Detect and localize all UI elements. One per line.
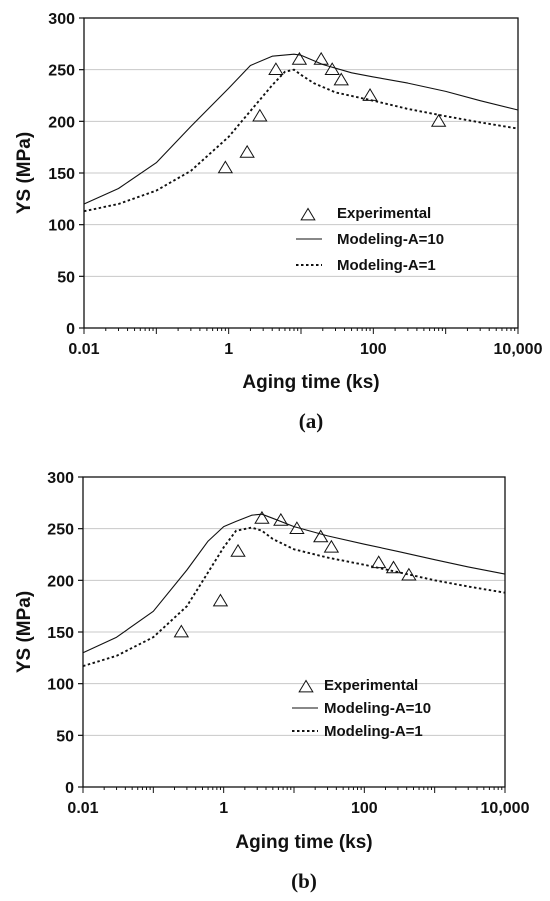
- y-tick-label: 50: [56, 728, 74, 745]
- y-tick-label: 250: [47, 522, 74, 539]
- data-point-experimental: [217, 160, 234, 174]
- y-tick-label: 300: [48, 11, 75, 28]
- data-point-experimental: [370, 555, 387, 569]
- data-point-experimental: [362, 88, 378, 101]
- data-point-experimental: [385, 560, 402, 574]
- y-tick-label: 0: [65, 780, 74, 797]
- data-point-experimental: [254, 510, 270, 524]
- x-tick-label: 10,000: [494, 341, 543, 358]
- data-point-experimental: [430, 113, 447, 127]
- legend-label: Modeling-A=10: [337, 231, 444, 248]
- legend-label: Experimental: [324, 677, 418, 694]
- chart-panel-a: 0 50 100 150 200 250 300 0.01 1 100 10,000 Aging ti…: [14, 11, 543, 433]
- data-point-experimental: [324, 62, 340, 76]
- x-axis-title: Aging time (ks): [242, 372, 379, 393]
- x-tick-label: 1: [224, 341, 233, 358]
- y-tick-label: 300: [47, 470, 74, 487]
- data-point-experimental: [239, 144, 255, 158]
- data-point-experimental: [230, 543, 246, 557]
- y-tick-label: 200: [47, 573, 74, 590]
- y-axis-title: YS (MPa): [14, 591, 35, 673]
- data-point-experimental: [173, 624, 190, 638]
- legend-label: Modeling-A=10: [324, 700, 431, 717]
- data-point-experimental: [323, 539, 340, 553]
- legend-label: Modeling-A=1: [324, 723, 423, 740]
- y-tick-label: 100: [48, 218, 75, 235]
- y-axis-title: YS (MPa): [14, 132, 35, 214]
- y-tick-label: 100: [47, 677, 74, 694]
- y-tick-label: 50: [57, 269, 75, 286]
- panel-label: (a): [299, 409, 324, 433]
- x-tick-label: 0.01: [67, 800, 98, 817]
- chart-panel-b: 0 50 100 150 200 250 300 0.01 1 100 10,000 Aging ti…: [14, 470, 530, 893]
- series-line-modeling-a-10: [83, 53, 519, 205]
- y-tick-label: 150: [47, 625, 74, 642]
- data-point-experimental: [291, 51, 308, 65]
- x-tick-label: 10,000: [481, 800, 530, 817]
- x-tick-label: 100: [360, 341, 387, 358]
- series-line-modeling-a-1: [82, 526, 506, 668]
- data-point-experimental: [401, 567, 417, 581]
- y-tick-label: 200: [48, 114, 75, 131]
- legend-symbol-experimental: [300, 207, 316, 221]
- x-tick-label: 0.01: [68, 341, 99, 358]
- y-tick-label: 150: [48, 166, 75, 183]
- data-point-experimental: [313, 51, 329, 65]
- legend-label: Experimental: [337, 205, 431, 222]
- data-point-experimental: [313, 529, 329, 543]
- data-point-experimental: [252, 108, 268, 122]
- data-point-experimental: [268, 62, 284, 76]
- legend-symbol-experimental: [298, 679, 314, 693]
- panel-label: (b): [291, 869, 317, 893]
- x-axis-title: Aging time (ks): [235, 832, 372, 853]
- data-point-experimental: [333, 72, 349, 86]
- y-tick-label: 0: [66, 321, 75, 338]
- y-tick-label: 250: [48, 63, 75, 80]
- series-line-modeling-a-10: [82, 513, 506, 654]
- series-line-modeling-a-1: [83, 68, 519, 213]
- legend-label: Modeling-A=1: [337, 257, 436, 274]
- x-tick-label: 1: [219, 800, 228, 817]
- x-tick-label: 100: [351, 800, 378, 817]
- data-point-experimental: [212, 593, 229, 607]
